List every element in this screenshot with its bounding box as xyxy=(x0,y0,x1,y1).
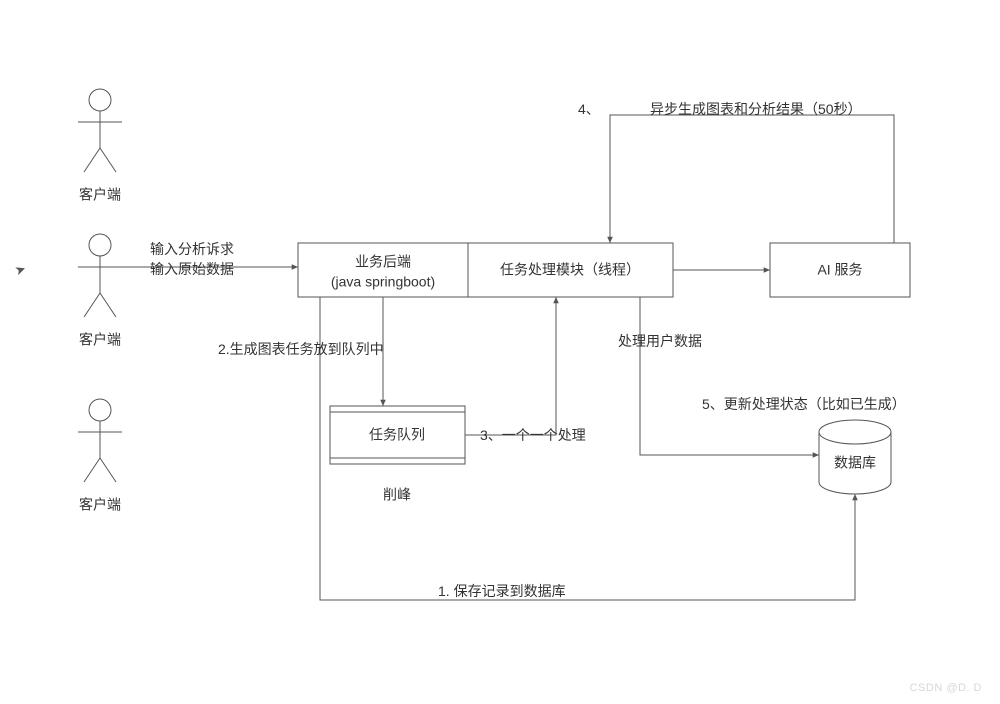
label-step2: 2.生成图表任务放到队列中 xyxy=(218,340,384,359)
edge-step4 xyxy=(610,115,894,243)
edge-to-db xyxy=(640,297,819,455)
label-step4-num: 4、 xyxy=(578,100,600,119)
backend-line1: 业务后端 xyxy=(355,253,411,272)
label-input2: 输入原始数据 xyxy=(150,260,234,279)
label-step5: 5、更新处理状态（比如已生成） xyxy=(702,395,906,414)
queue-sublabel: 削峰 xyxy=(383,486,411,505)
label-step1: 1. 保存记录到数据库 xyxy=(438,582,566,601)
actor-2-label: 客户端 xyxy=(79,331,121,350)
label-process-user: 处理用户数据 xyxy=(618,332,702,351)
actor-3-label: 客户端 xyxy=(79,496,121,515)
ai-service-line1: AI 服务 xyxy=(817,261,862,280)
actor-3 xyxy=(78,399,122,482)
actor-1-label: 客户端 xyxy=(79,186,121,205)
watermark: CSDN @D. D xyxy=(910,682,982,694)
edge-step1 xyxy=(320,297,855,600)
database-line1: 数据库 xyxy=(834,454,876,473)
label-step3: 3、一个一个处理 xyxy=(480,426,586,445)
edge-step3 xyxy=(465,297,556,435)
actor-1 xyxy=(78,89,122,172)
queue-line1: 任务队列 xyxy=(369,426,425,445)
task-module-line1: 任务处理模块（线程） xyxy=(500,261,640,280)
backend-line2: (java springboot) xyxy=(331,273,435,292)
label-step4-text: 异步生成图表和分析结果（50秒） xyxy=(650,100,862,119)
label-input1: 输入分析诉求 xyxy=(150,240,234,259)
actor-2 xyxy=(78,234,122,317)
